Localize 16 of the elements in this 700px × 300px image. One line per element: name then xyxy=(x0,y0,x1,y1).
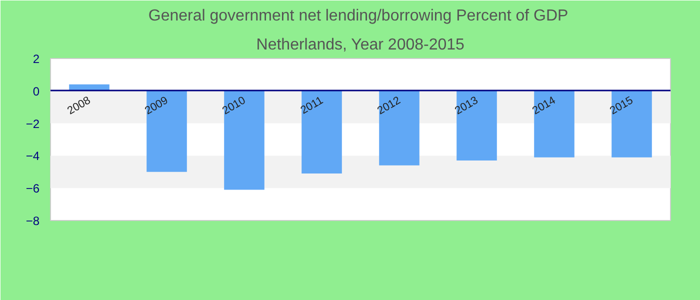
y-tick-label: −4 xyxy=(26,149,40,164)
y-tick-label: −8 xyxy=(26,214,40,228)
x-tick-label: 2013 xyxy=(453,94,480,118)
y-tick-label: 0 xyxy=(32,84,40,98)
x-tick-label: 2009 xyxy=(143,94,170,118)
chart-title: General government net lending/borrowing Percent of GDP xyxy=(148,8,568,24)
x-tick-label: 2010 xyxy=(220,94,248,118)
x-tick-label: 2012 xyxy=(376,94,403,118)
x-tick-label: 2015 xyxy=(608,94,636,118)
chart-subtitle: Netherlands, Year 2008-2015 xyxy=(256,36,465,54)
y-tick-label: −2 xyxy=(26,116,40,131)
y-tick-label: −6 xyxy=(26,182,40,196)
x-tick-label: 2011 xyxy=(298,94,326,117)
y-tick-label: 2 xyxy=(32,52,40,66)
x-tick-label: 2014 xyxy=(530,94,558,118)
x-tick-label: 2008 xyxy=(66,94,93,118)
